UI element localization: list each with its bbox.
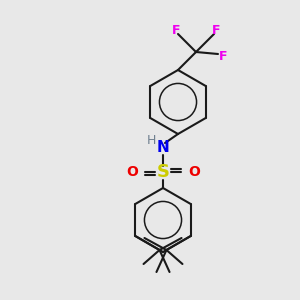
Text: N: N xyxy=(157,140,169,154)
Text: O: O xyxy=(126,165,138,179)
Text: F: F xyxy=(172,25,180,38)
Text: O: O xyxy=(188,165,200,179)
Text: H: H xyxy=(146,134,156,148)
Text: S: S xyxy=(157,163,169,181)
Text: F: F xyxy=(212,25,220,38)
Text: F: F xyxy=(219,50,227,62)
